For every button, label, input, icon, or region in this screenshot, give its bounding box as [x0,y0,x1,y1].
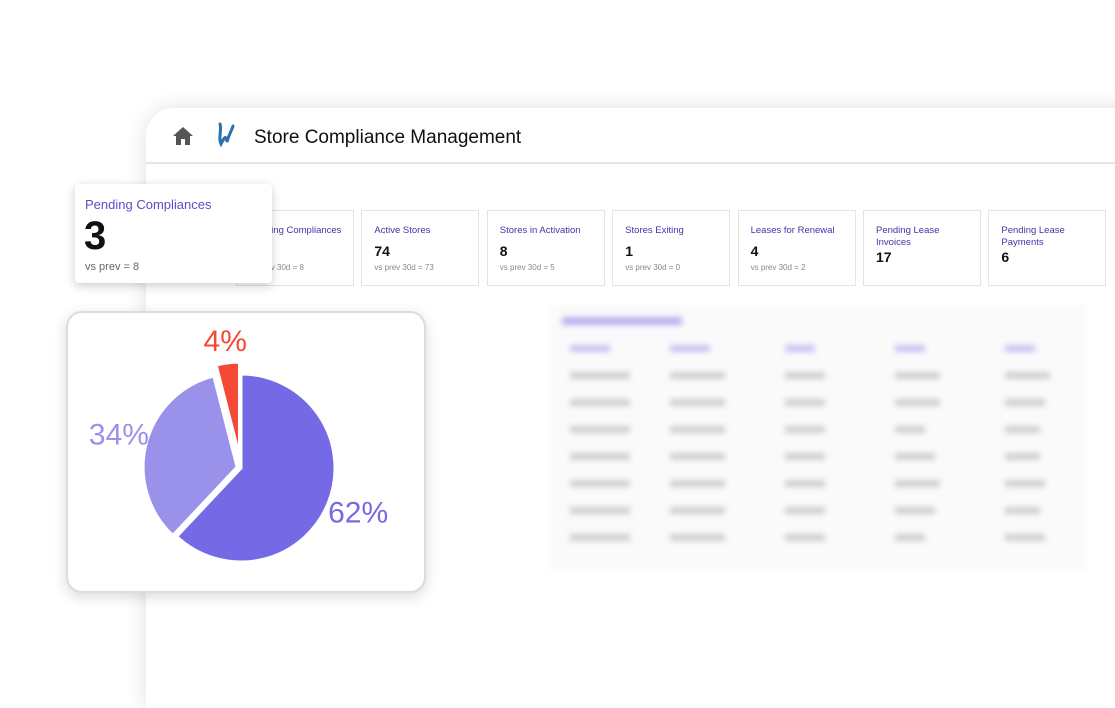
pie-slice [174,372,337,564]
kpi-label: Pending Lease Invoices [876,225,940,248]
logo [218,122,235,148]
card-note: vs prev = 8 [85,261,140,273]
kpi-value: 4 [750,243,759,259]
page: Store Compliance Management Pending Comp… [66,108,1115,593]
pie-label: 4% [204,325,247,358]
kpi-label: Leases for Renewal [750,225,835,236]
kpi-label: Pending Compliances [249,225,342,236]
pending-card: Pending Compliances 3 vs prev = 8 [75,184,272,283]
kpi-value: 17 [876,249,892,265]
kpi-value: 8 [499,243,508,259]
kpi-card: Stores Exiting 1 vs prev 30d = 0 [612,210,731,286]
kpi-card: Pending Lease Payments 6 [988,210,1107,286]
home-icon[interactable] [172,126,194,146]
kpi-label: Active Stores [374,225,431,236]
kpi-card: Leases for Renewal 4 vs prev 30d = 2 [737,210,856,286]
kpi-card: Stores in Activation 8 vs prev 30d = 5 [486,210,605,286]
pie-slice [214,360,241,457]
header: Store Compliance Management [146,108,1115,164]
pie-label: 62% [328,496,388,529]
table-placeholder [550,305,1085,570]
kpi-label: Stores Exiting [625,225,684,236]
kpi-card: Active Stores 74 vs prev 30d = 73 [361,210,480,286]
card-value: 3 [84,214,107,258]
card-title: Pending Compliances [85,197,212,212]
blurred-table [550,305,1090,575]
kpi-note: vs prev 30d = 2 [750,263,806,272]
app-title: Store Compliance Management [254,127,522,148]
kpi-value: 6 [1001,249,1010,265]
kpi-card: Pending Lease Invoices 17 [863,210,981,286]
kpi-note: vs prev 30d = 0 [625,263,681,272]
kpi-note: vs prev 30d = 5 [499,263,555,272]
kpi-label: Pending Lease Payments [1001,225,1065,248]
pie-slice [141,374,239,538]
kpi-note: vs prev 30d = 73 [374,263,434,272]
kpi-label: Stores in Activation [499,225,581,236]
kpi-note: vs prev 30d = 8 [249,263,304,272]
kpi-value: 74 [374,243,390,259]
kpi-value: 1 [625,243,633,259]
pie-chart: 62% 34% 4% [89,325,388,564]
pie-label: 34% [89,419,149,452]
